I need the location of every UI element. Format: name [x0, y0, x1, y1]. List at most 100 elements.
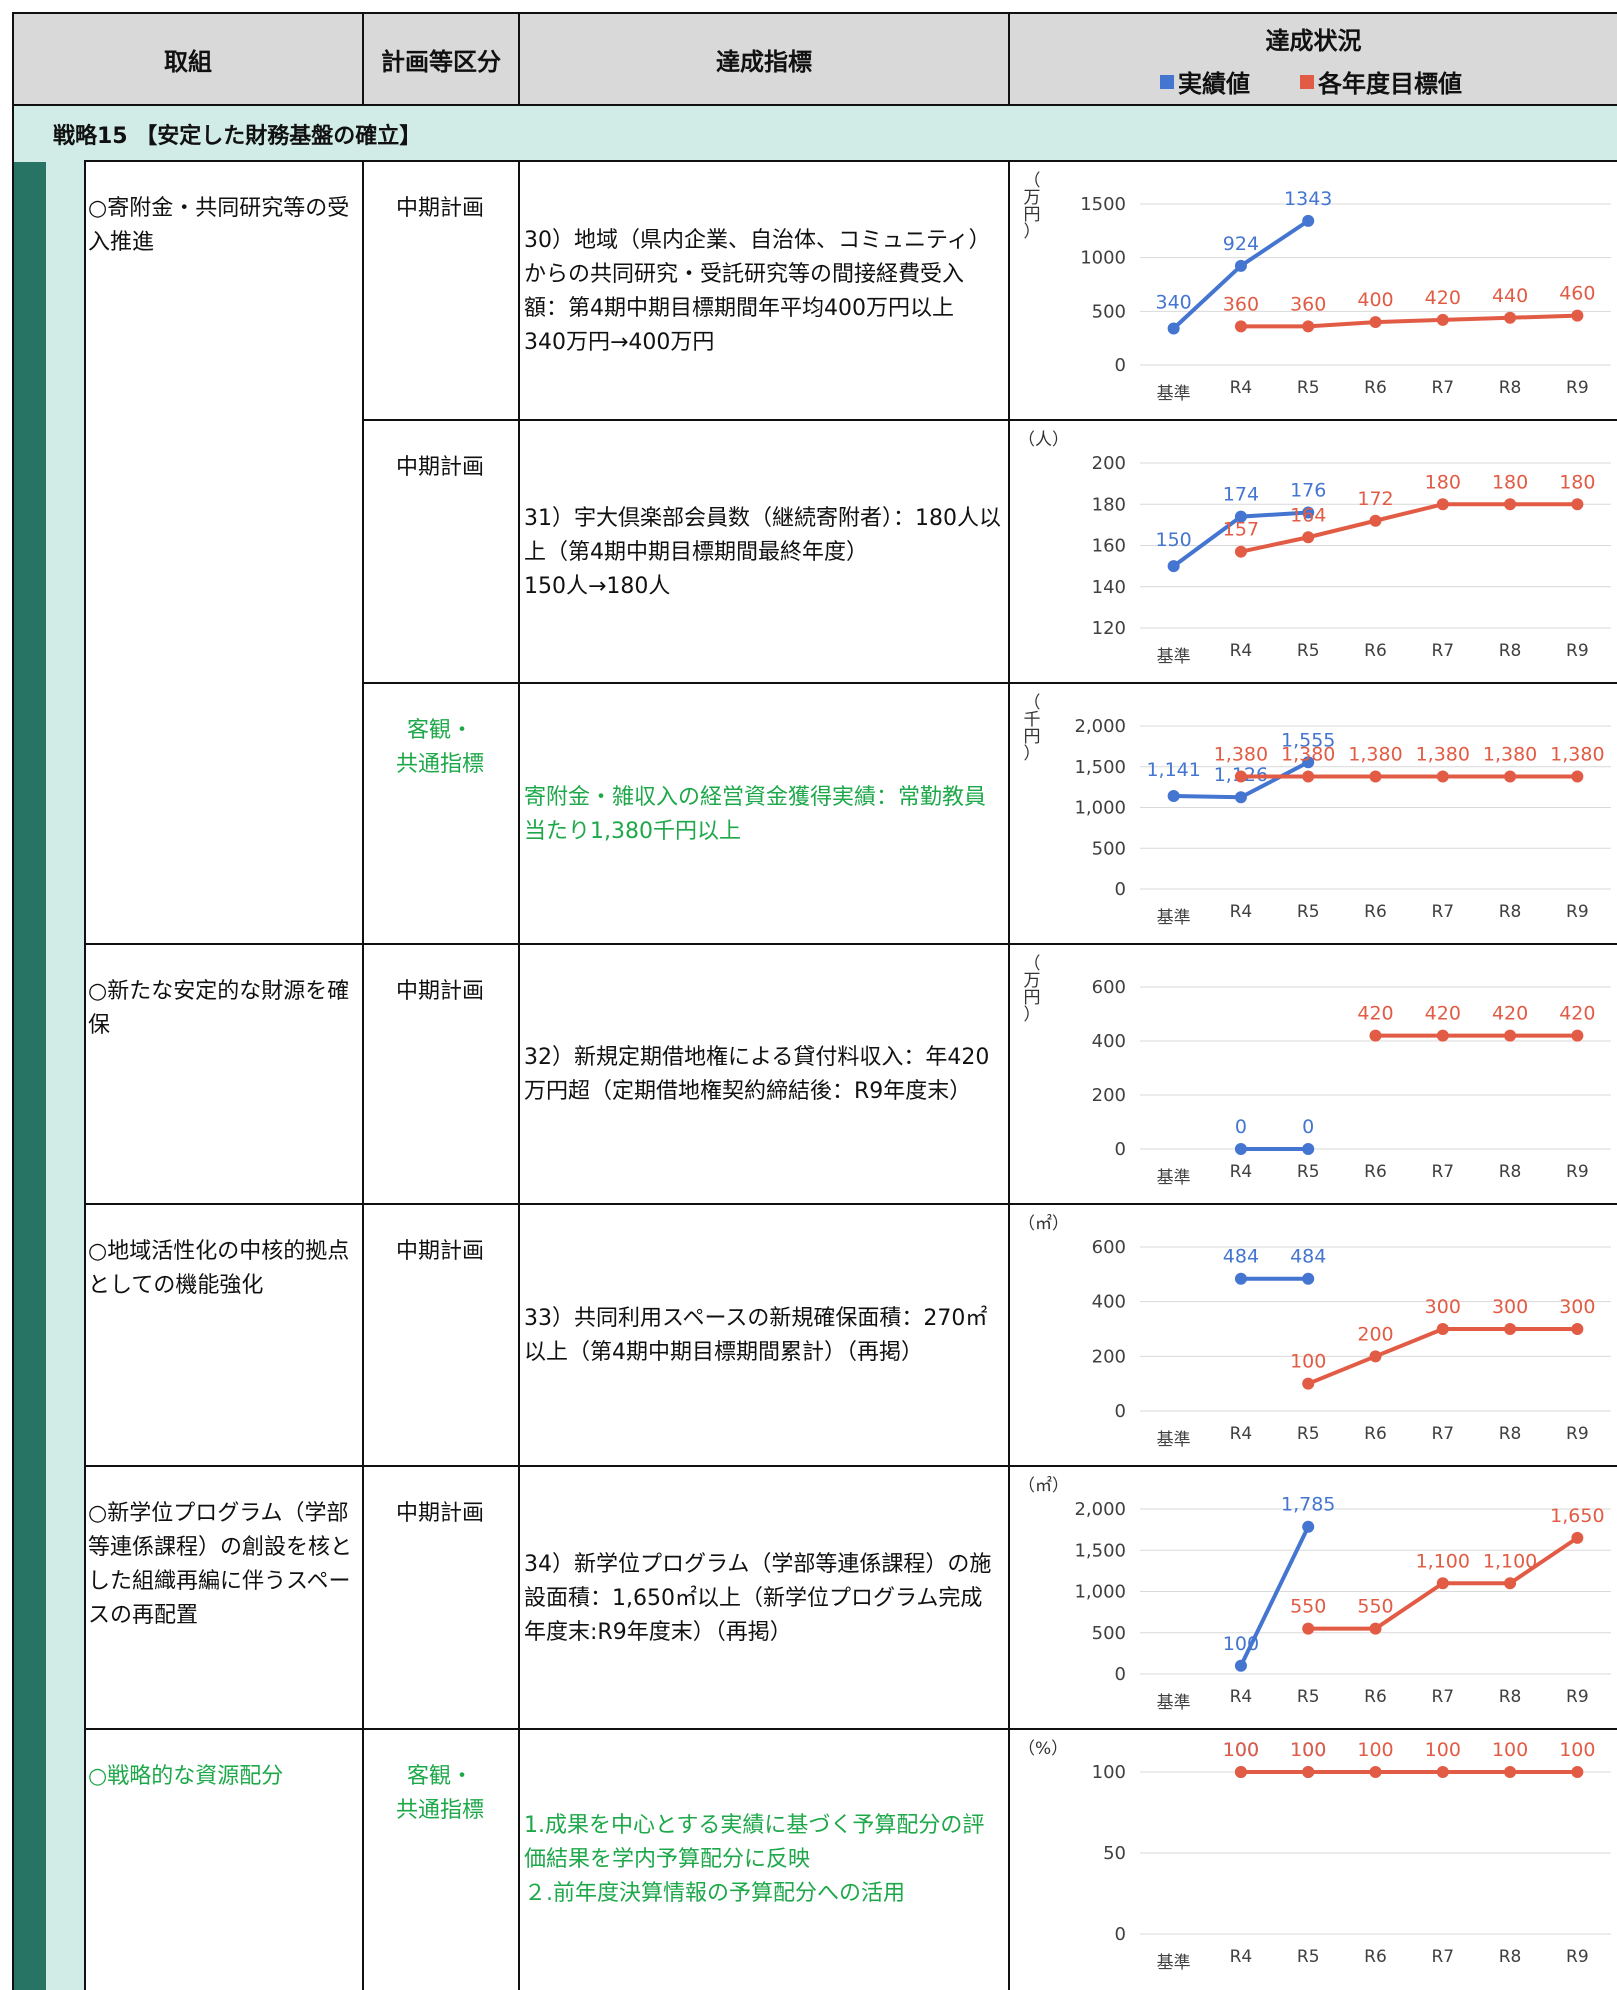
data-point — [1504, 1766, 1517, 1778]
x-tick-label: R5 — [1297, 1947, 1320, 1967]
data-label: 100 — [1492, 1739, 1528, 1761]
series-line — [1240, 313, 1578, 329]
data-point — [1167, 790, 1180, 803]
chart-unit: （千円） — [1024, 693, 1041, 764]
data-point — [1302, 320, 1315, 333]
data-point — [1302, 770, 1315, 783]
x-tick-label: R4 — [1230, 378, 1253, 398]
data-label: 400 — [1357, 289, 1393, 311]
series-line — [1239, 1525, 1311, 1667]
indicator-text: 33）共同利用スペースの新規確保面積：270㎡以上（第4期中期目標期間累計）（再… — [524, 1306, 988, 1365]
data-point — [1234, 320, 1247, 333]
data-point — [1571, 309, 1584, 322]
data-label: 150 — [1156, 529, 1192, 551]
data-point — [1436, 770, 1449, 783]
data-point — [1436, 1577, 1449, 1590]
grid-line — [84, 943, 1617, 945]
y-tick-label: 600 — [1092, 1237, 1126, 1258]
x-tick-label: R4 — [1230, 1424, 1253, 1444]
data-label: 1,380 — [1550, 744, 1604, 766]
data-label: 1,100 — [1483, 1550, 1537, 1572]
legend-actual-swatch — [1160, 74, 1174, 89]
data-label: 100 — [1425, 1739, 1461, 1761]
x-tick-label: R9 — [1566, 378, 1589, 398]
data-label: 440 — [1492, 285, 1528, 307]
x-tick-label: R7 — [1431, 641, 1454, 661]
data-label: 164 — [1290, 504, 1326, 526]
status-chart: （千円） 0 500 1,000 1,500 2,000 基準 R4 R5 R6 R7 R8 R9 1,1… — [1024, 693, 1611, 928]
indicator-text: 31）宇大倶楽部会員数（継続寄附者）：180人以上（第4期中期目標期間最終年度）… — [524, 505, 1001, 599]
x-tick-label: R5 — [1297, 641, 1320, 661]
data-label: 420 — [1559, 1003, 1595, 1025]
x-tick-label: 基準 — [1157, 1693, 1191, 1713]
series-line — [1240, 502, 1578, 554]
y-tick-label: 100 — [1092, 1762, 1126, 1783]
y-tick-label: 500 — [1092, 838, 1126, 859]
data-point — [1504, 1029, 1517, 1042]
data-point — [1234, 1659, 1247, 1672]
legend-actual-label: 実績値 — [1178, 70, 1250, 98]
data-point — [1504, 311, 1517, 324]
data-label: 0 — [1302, 1116, 1314, 1138]
grid-line — [84, 1203, 1617, 1205]
data-point — [1369, 770, 1382, 783]
data-point — [1504, 498, 1517, 511]
y-tick-label: 180 — [1092, 494, 1126, 515]
data-point — [1234, 1766, 1247, 1778]
data-label: 420 — [1425, 1003, 1461, 1025]
data-point — [1504, 1577, 1517, 1590]
data-point — [1369, 1350, 1382, 1363]
data-label: 176 — [1290, 480, 1326, 502]
status-chart: （万円） 0 200 400 600 基準 R4 R5 R6 R7 R8 R9 0 0 420 420 420 4… — [1024, 954, 1611, 1188]
x-tick-label: R4 — [1230, 641, 1253, 661]
grid-line — [518, 160, 520, 1990]
data-label: 300 — [1492, 1296, 1528, 1318]
grid-line — [84, 1465, 1617, 1467]
status-chart: （%） 0 50 100 基準 R4 R5 R6 R7 R8 R9 100 100 100 100 100 10… — [1018, 1739, 1611, 1973]
x-tick-label: R5 — [1297, 1687, 1320, 1707]
data-label: 0 — [1235, 1116, 1247, 1138]
x-tick-label: R4 — [1230, 1687, 1253, 1707]
x-tick-label: R9 — [1566, 1947, 1589, 1967]
data-label: 100 — [1223, 1739, 1259, 1761]
x-tick-label: R9 — [1566, 902, 1589, 922]
y-tick-label: 1,500 — [1074, 757, 1126, 778]
x-tick-label: R6 — [1364, 1162, 1387, 1182]
status-chart: （人） 120 140 160 180 200 基準 R4 R5 R6 R7 R8 R9 150 174 17… — [1018, 430, 1611, 667]
x-tick-label: 基準 — [1157, 1953, 1191, 1973]
x-tick-label: R7 — [1431, 1424, 1454, 1444]
data-point — [1571, 1766, 1584, 1778]
data-label: 100 — [1223, 1633, 1259, 1655]
x-tick-label: R4 — [1230, 902, 1253, 922]
x-tick-label: 基準 — [1157, 647, 1191, 667]
x-tick-label: R6 — [1364, 1424, 1387, 1444]
data-label: 174 — [1223, 484, 1259, 506]
indicator-text: 1.成果を中心とする実績に基づく予算配分の評価結果を学内予算配分に反映 ２.前年… — [524, 1813, 985, 1906]
y-tick-label: 400 — [1092, 1292, 1126, 1313]
data-point — [1436, 498, 1449, 511]
x-tick-label: 基準 — [1157, 384, 1191, 404]
x-tick-label: R9 — [1566, 1424, 1589, 1444]
data-point — [1369, 1029, 1382, 1042]
x-tick-label: R6 — [1364, 902, 1387, 922]
indicator-text: 寄附金・雑収入の経営資金獲得実績：常勤教員当たり1,380千円以上 — [524, 784, 987, 844]
y-tick-label: 0 — [1115, 1924, 1126, 1945]
chart-unit: （%） — [1018, 1739, 1068, 1759]
data-label: 1,555 — [1281, 729, 1335, 751]
data-point — [1369, 514, 1382, 527]
y-tick-label: 200 — [1092, 1085, 1126, 1106]
data-label: 300 — [1559, 1296, 1595, 1318]
data-label: 1,380 — [1214, 744, 1268, 766]
header-plan-category: 計画等区分 — [381, 48, 501, 76]
initiative-text: ○新学位プログラム（学部等連係課程）の創設を核とした組織再編に伴うスペースの再配… — [88, 1501, 353, 1628]
data-label: 460 — [1559, 283, 1595, 305]
x-tick-label: R6 — [1364, 378, 1387, 398]
grid-line — [84, 1728, 1617, 1730]
data-label: 340 — [1156, 292, 1192, 314]
data-point — [1369, 1622, 1382, 1635]
data-point — [1571, 1029, 1584, 1042]
chart-unit: （人） — [1018, 430, 1069, 450]
data-label: 100 — [1290, 1739, 1326, 1761]
y-tick-label: 1,000 — [1074, 798, 1126, 819]
x-tick-label: R8 — [1499, 902, 1522, 922]
